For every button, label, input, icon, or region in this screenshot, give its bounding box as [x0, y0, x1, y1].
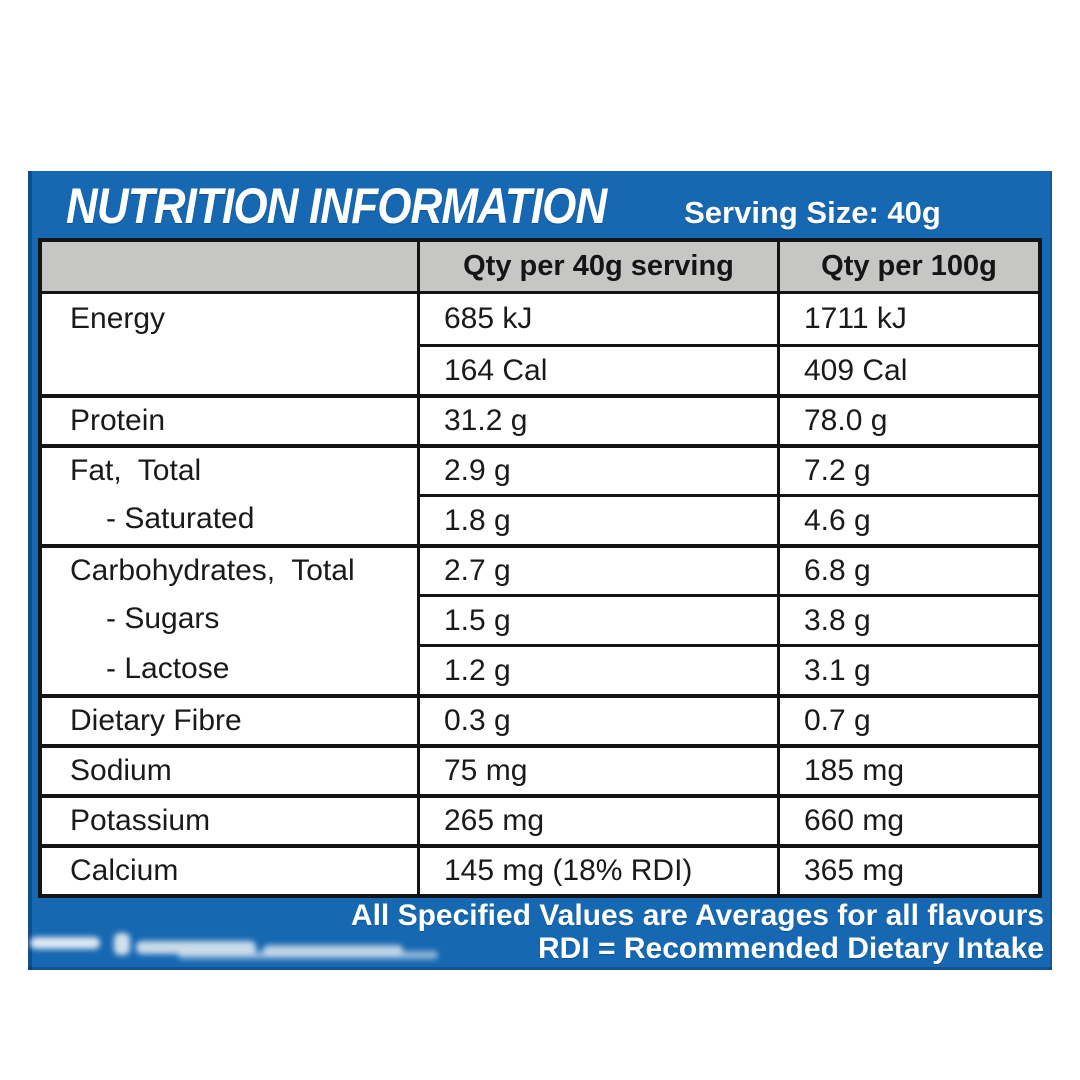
row-label: - Saturated [106, 502, 255, 535]
row-label: Calcium [42, 844, 417, 894]
serving-size-label: Serving Size: 40g [684, 195, 941, 230]
value-per-serving: 31.2 g [417, 394, 777, 444]
row-label: Energy [70, 302, 166, 335]
value-per-100g: 3.1 g [777, 644, 1038, 694]
value-per-100g: 1711 kJ [777, 294, 1038, 344]
value-per-100g: 365 mg [777, 844, 1038, 894]
value-per-serving: 1.8 g [417, 494, 777, 544]
panel-header: NUTRITION INFORMATION Serving Size: 40g [66, 177, 1032, 235]
row-label: Fat, Total [42, 444, 417, 494]
footnote-line-rdi: RDI = Recommended Dietary Intake [537, 932, 1044, 965]
value-per-serving: 2.9 g [417, 444, 777, 494]
row-label: Potassium [42, 794, 417, 844]
value-per-100g: 660 mg [777, 794, 1038, 844]
value-per-serving: 145 mg (18% RDI) [417, 844, 777, 894]
value-per-100g: 185 mg [777, 744, 1038, 794]
value-per-100g: 409 Cal [777, 344, 1038, 394]
value-per-serving: 164 Cal [417, 344, 777, 394]
header-cell-per-100g: Qty per 100g [777, 242, 1038, 294]
row-label: Dietary Fibre [42, 694, 417, 744]
value-per-100g: 7.2 g [777, 444, 1038, 494]
value-per-100g: 0.7 g [777, 694, 1038, 744]
nutrition-table: Qty per 40g serving Qty per 100g Energy … [38, 238, 1042, 898]
footnote: All Specified Values are Averages for al… [351, 899, 1044, 965]
value-per-serving: 1.2 g [417, 644, 777, 694]
value-per-serving: 685 kJ [417, 294, 777, 344]
header-cell-per-serving: Qty per 40g serving [417, 242, 777, 294]
header-cell-blank [42, 242, 417, 294]
value-per-100g: 3.8 g [777, 594, 1038, 644]
value-per-100g: 6.8 g [777, 544, 1038, 594]
row-label [42, 344, 417, 394]
value-per-serving: 2.7 g [417, 544, 777, 594]
panel-title: NUTRITION INFORMATION [66, 178, 607, 234]
value-per-serving: 265 mg [417, 794, 777, 844]
row-label: - Sugars [106, 602, 220, 635]
row-label: Sodium [42, 744, 417, 794]
value-per-serving: 0.3 g [417, 694, 777, 744]
nutrition-panel: NUTRITION INFORMATION Serving Size: 40g … [28, 171, 1052, 970]
value-per-serving: 1.5 g [417, 594, 777, 644]
row-label: - Lactose [106, 652, 230, 685]
value-per-100g: 4.6 g [777, 494, 1038, 544]
value-per-serving: 75 mg [417, 744, 777, 794]
value-per-100g: 78.0 g [777, 394, 1038, 444]
footnote-line-averages: All Specified Values are Averages for al… [350, 899, 1044, 932]
print-smudge [28, 931, 488, 965]
row-label: Carbohydrates, Total [42, 544, 417, 594]
row-label: Protein [42, 394, 417, 444]
